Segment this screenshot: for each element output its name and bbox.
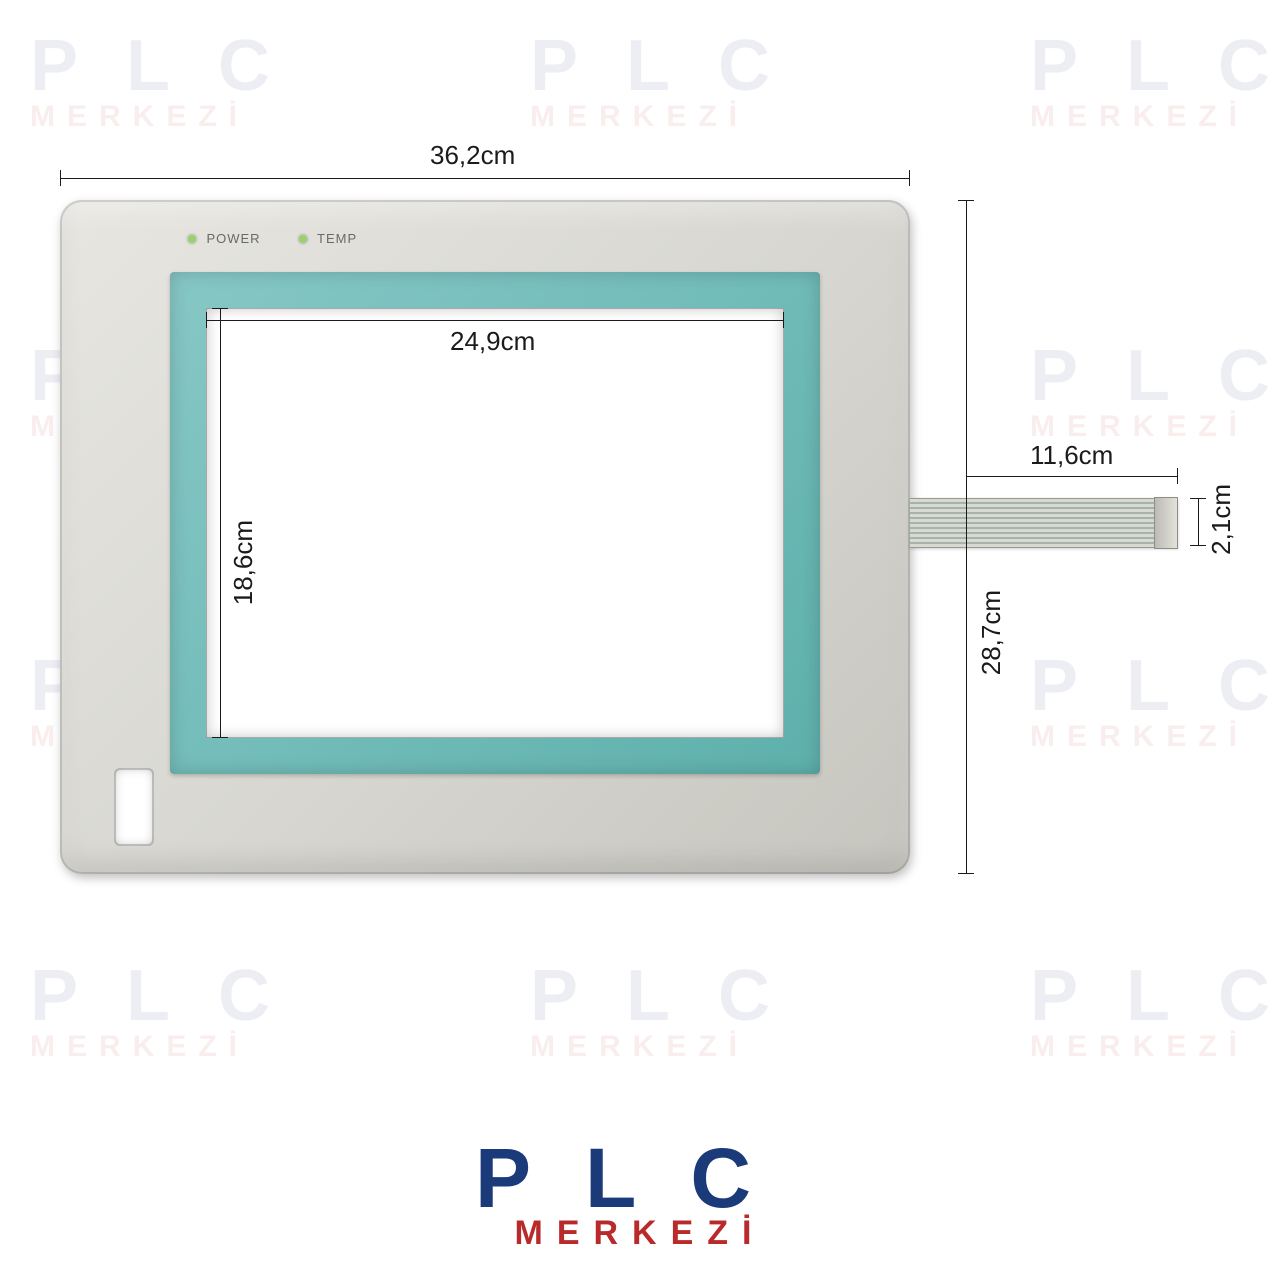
indicator-temp: TEMP bbox=[299, 230, 358, 248]
indicator-power: POWER bbox=[188, 230, 261, 248]
usb-slot bbox=[114, 768, 154, 846]
watermark: PLCMERKEZİ bbox=[530, 960, 818, 1062]
brand-logo: PLC MERKEZİ bbox=[475, 1136, 805, 1250]
brand-logo-top: PLC bbox=[475, 1136, 805, 1220]
power-led-icon bbox=[188, 235, 196, 243]
screen-cutout bbox=[206, 308, 784, 738]
dim-tick bbox=[1190, 498, 1206, 499]
dim-line-cable-length bbox=[966, 476, 1178, 477]
temp-label: TEMP bbox=[317, 231, 357, 246]
dim-cable-height: 2,1cm bbox=[1206, 484, 1237, 555]
dim-outer-height: 28,7cm bbox=[976, 590, 1007, 675]
dim-tick bbox=[783, 312, 784, 328]
dim-tick bbox=[958, 873, 974, 874]
watermark: PLCMERKEZİ bbox=[30, 960, 318, 1062]
dim-tick bbox=[212, 737, 228, 738]
dim-tick bbox=[60, 170, 61, 186]
indicator-row: POWER TEMP bbox=[188, 230, 357, 248]
dim-tick bbox=[206, 312, 207, 328]
touch-panel-bezel: POWER TEMP bbox=[60, 200, 910, 874]
brand-logo-bot: MERKEZİ bbox=[475, 1216, 805, 1250]
watermark: PLCMERKEZİ bbox=[1030, 650, 1280, 752]
dim-line-outer-width bbox=[60, 178, 910, 179]
dim-tick bbox=[958, 200, 974, 201]
dim-cable-length: 11,6cm bbox=[1030, 440, 1113, 471]
temp-led-icon bbox=[299, 235, 307, 243]
dim-screen-height: 18,6cm bbox=[228, 520, 259, 605]
power-label: POWER bbox=[206, 231, 260, 246]
watermark: PLCMERKEZİ bbox=[1030, 30, 1280, 132]
watermark: PLCMERKEZİ bbox=[530, 30, 818, 132]
dim-line-outer-height bbox=[966, 200, 967, 874]
dim-tick bbox=[1190, 545, 1206, 546]
watermark: PLCMERKEZİ bbox=[1030, 960, 1280, 1062]
dim-line-screen-width bbox=[206, 320, 784, 321]
watermark: PLCMERKEZİ bbox=[1030, 340, 1280, 442]
dim-tick bbox=[1177, 468, 1178, 484]
flex-cable bbox=[910, 498, 1178, 548]
watermark: PLCMERKEZİ bbox=[30, 30, 318, 132]
dim-line-cable-height bbox=[1198, 498, 1199, 546]
dim-line-screen-height bbox=[220, 308, 221, 738]
dim-tick bbox=[909, 170, 910, 186]
dim-screen-width: 24,9cm bbox=[450, 326, 535, 357]
dim-tick bbox=[966, 468, 967, 484]
dim-tick bbox=[212, 308, 228, 309]
dim-outer-width: 36,2cm bbox=[430, 140, 515, 171]
